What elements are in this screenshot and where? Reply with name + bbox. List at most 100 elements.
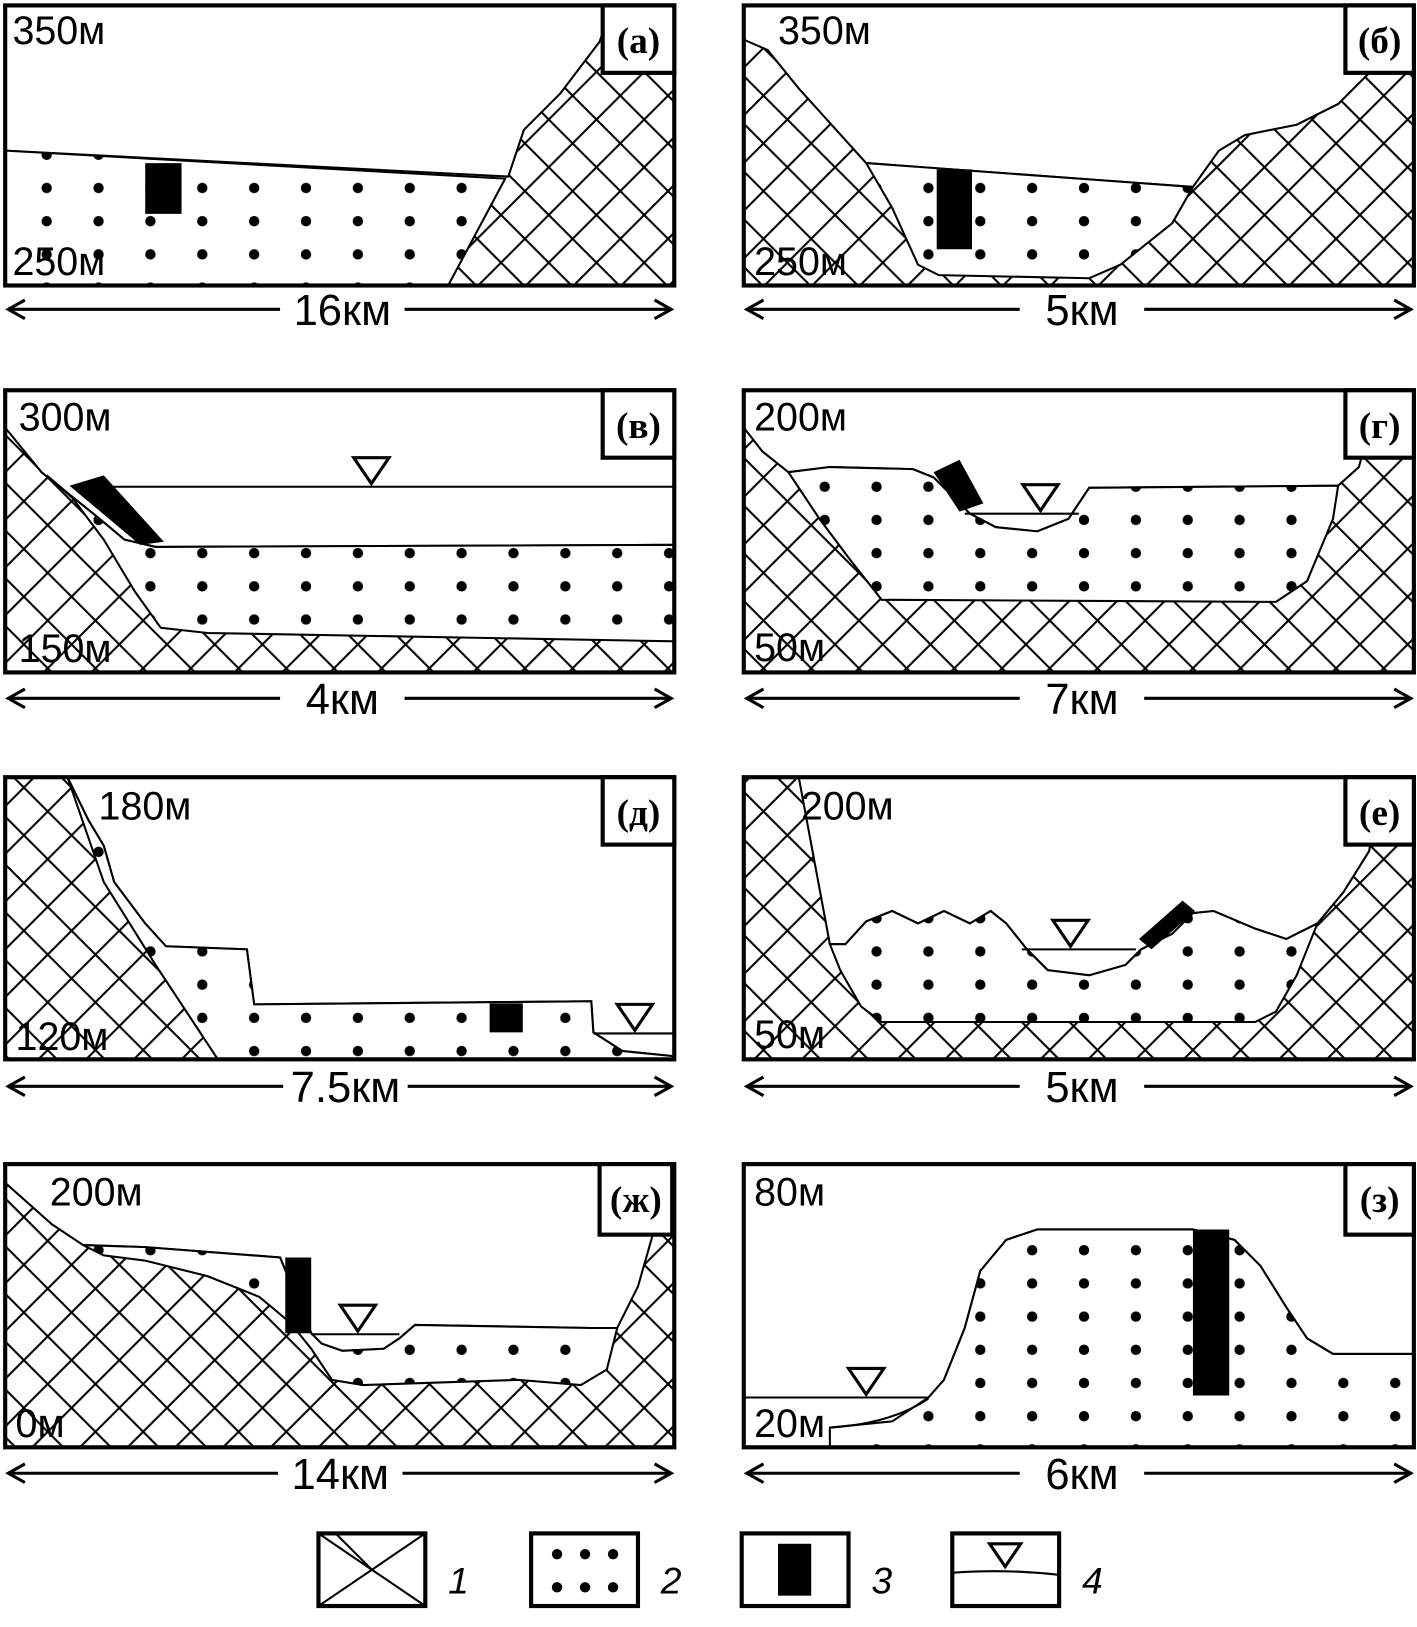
cross-section-panel: (в) 300м 150м 4км <box>3 388 677 724</box>
legend-dots: 2 <box>529 1531 682 1609</box>
section-width-label: 14км <box>292 1451 389 1499</box>
panel-label-box <box>600 388 677 460</box>
width-arrow: 16км <box>5 287 675 335</box>
cross-section-panel: (г) 200м 50м 7км <box>741 388 1416 724</box>
elevation-top: 200м <box>50 1171 143 1215</box>
section-width-label: 16км <box>294 287 391 335</box>
water-level-triangle-icon <box>845 1366 887 1398</box>
width-arrow: 4км <box>5 676 675 724</box>
elevation-top: 350м <box>12 9 105 53</box>
black-block-marker <box>1192 1229 1230 1396</box>
water-level-triangle-icon <box>1049 918 1092 950</box>
elevation-bottom: 150м <box>19 627 112 671</box>
elevation-top: 200м <box>801 785 894 829</box>
elevation-bottom: 120м <box>16 1015 109 1059</box>
panel-label: (ж) <box>610 1180 662 1221</box>
panel-label-box <box>597 1162 675 1237</box>
black-block-marker <box>145 163 182 214</box>
legend-number: 4 <box>1082 1560 1103 1602</box>
width-arrow: 6км <box>743 1451 1414 1499</box>
section-width-label: 7км <box>1045 676 1118 724</box>
panel-label: (а) <box>617 21 661 62</box>
water-level-triangle-icon <box>337 1303 379 1334</box>
arrowhead-left-icon <box>5 687 26 710</box>
width-arrow: 7.5км <box>5 1064 675 1112</box>
cross-section-panel: (а) 350м 250м 16км <box>3 3 677 335</box>
legend-crosshatch: 1 <box>316 1531 469 1609</box>
elevation-bottom: 50м <box>754 626 825 670</box>
cross-section-panel: (з) 80м 20м 6км <box>741 1162 1416 1499</box>
section-width-label: 6км <box>1045 1451 1118 1499</box>
panel-label: (в) <box>616 406 661 447</box>
panel-label-box <box>600 775 677 847</box>
elevation-top: 350м <box>778 9 871 53</box>
elevation-top: 80м <box>754 1171 825 1215</box>
legend-number: 2 <box>660 1560 682 1602</box>
panel-label: (з) <box>1360 1180 1400 1221</box>
black-block-marker <box>933 459 984 512</box>
legend-black-block: 3 <box>739 1531 892 1609</box>
arrowhead-left-icon <box>743 687 765 710</box>
elevation-bottom: 250м <box>12 240 105 284</box>
elevation-top: 180м <box>99 785 192 829</box>
elevation-bottom: 250м <box>754 240 847 284</box>
water-level-triangle-icon <box>614 1002 656 1034</box>
crosshatch-icon <box>318 1533 426 1607</box>
section-width-label: 7.5км <box>291 1064 401 1112</box>
black-block-marker <box>936 169 972 250</box>
section-width-label: 5км <box>1045 1064 1118 1112</box>
arrowhead-left-icon <box>5 298 26 321</box>
arrowhead-right-icon <box>653 1075 675 1098</box>
elevation-bottom: 50м <box>754 1013 825 1057</box>
arrowhead-right-icon <box>1393 298 1414 321</box>
panel-label: (б) <box>1358 21 1402 62</box>
black-block-marker <box>285 1257 312 1334</box>
panel-label: (е) <box>1359 793 1400 834</box>
elevation-top: 300м <box>19 396 112 440</box>
black-block-marker <box>489 1003 523 1033</box>
arrowhead-right-icon <box>1393 1462 1414 1484</box>
water-level-icon <box>952 1570 1060 1576</box>
cross-section-panel: (д) 180м 120м 7.5км <box>3 775 677 1112</box>
arrowhead-left-icon <box>5 1075 26 1098</box>
arrowhead-left-icon <box>5 1462 26 1484</box>
width-arrow: 5км <box>743 287 1414 335</box>
panel-label: (г) <box>1359 406 1401 447</box>
legend-number: 3 <box>871 1560 892 1602</box>
panel-label-box <box>1343 388 1416 460</box>
panel-label-box <box>1343 775 1416 847</box>
dots-icon <box>551 1548 619 1593</box>
arrowhead-right-icon <box>1393 687 1414 710</box>
legend-number: 1 <box>448 1560 469 1602</box>
cross-section-panel: (ж) 200м 0м 14км <box>3 1162 677 1499</box>
width-arrow: 5км <box>743 1064 1414 1112</box>
elevation-bottom: 20м <box>754 1402 825 1446</box>
arrowhead-right-icon <box>653 298 675 321</box>
section-width-label: 4км <box>306 676 379 724</box>
arrowhead-right-icon <box>1393 1075 1414 1098</box>
cross-section-panel: (б) 350м 250м 5км <box>741 3 1416 335</box>
elevation-top: 200м <box>754 396 847 440</box>
black-block-marker <box>69 475 164 545</box>
arrowhead-left-icon <box>743 298 765 321</box>
panel-label-box <box>1343 1162 1416 1237</box>
black-block-icon <box>778 1543 812 1596</box>
panel-label-box <box>600 3 677 75</box>
section-width-label: 5км <box>1045 287 1118 335</box>
legend-water-level: 4 <box>950 1531 1103 1609</box>
arrowhead-right-icon <box>653 687 675 710</box>
elevation-bottom: 0м <box>16 1402 65 1446</box>
legend: 1 2 3 4 <box>316 1531 1103 1609</box>
arrowhead-left-icon <box>743 1462 765 1484</box>
cross-section-panel: (е) 200м 50м 5км <box>741 775 1416 1112</box>
black-block-marker <box>1138 900 1196 950</box>
width-arrow: 14км <box>5 1451 675 1499</box>
arrowhead-right-icon <box>653 1462 675 1484</box>
arrowhead-left-icon <box>743 1075 765 1098</box>
panel-label: (д) <box>617 793 661 834</box>
panel-label-box <box>1343 3 1416 75</box>
water-level-triangle-icon <box>1019 483 1062 514</box>
water-level-triangle-icon <box>350 456 392 487</box>
width-arrow: 7км <box>743 676 1414 724</box>
